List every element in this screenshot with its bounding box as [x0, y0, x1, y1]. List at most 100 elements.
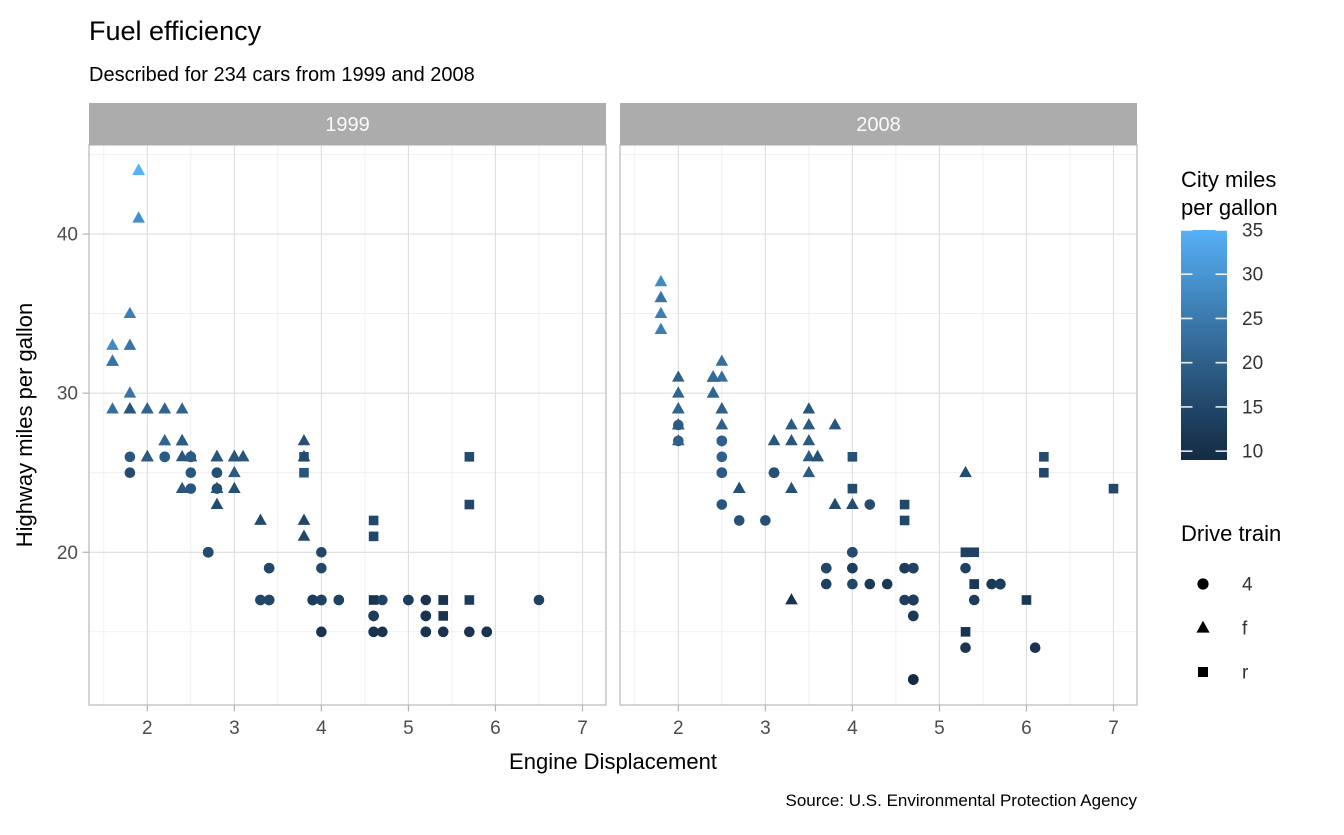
data-point [175, 402, 189, 414]
data-point [672, 418, 685, 430]
data-point [716, 451, 728, 463]
data-point [333, 594, 345, 606]
colorbar-tick-label: 30 [1242, 265, 1263, 286]
data-point [368, 610, 379, 622]
data-point [420, 626, 432, 638]
data-point [297, 434, 311, 446]
data-point [811, 449, 824, 462]
data-point [995, 578, 1006, 590]
data-point [202, 546, 214, 558]
data-point [210, 449, 224, 462]
data-point [672, 370, 685, 382]
data-point [768, 467, 780, 479]
y-tick-label: 20 [57, 543, 78, 564]
data-point [969, 579, 980, 589]
data-point [228, 465, 241, 478]
data-point [1108, 483, 1119, 494]
data-point [864, 578, 876, 590]
colorbar-title-line1: City miles [1181, 167, 1276, 192]
x-tick-label: 4 [316, 718, 327, 739]
x-tick-label: 7 [577, 718, 588, 739]
data-point [123, 402, 137, 414]
data-point [297, 449, 311, 462]
facet-panel-2008: 2 3 4 5 6 7 [619, 144, 1138, 739]
data-point [464, 626, 475, 638]
data-point [715, 402, 729, 414]
data-point [828, 418, 842, 430]
data-point [715, 370, 729, 382]
y-tick-label: 40 [57, 225, 78, 246]
data-point [733, 515, 745, 526]
data-point [847, 452, 858, 462]
data-point [158, 402, 172, 414]
data-point [847, 483, 858, 494]
x-axis-title: Engine Displacement [509, 749, 717, 774]
legend-key-square [1198, 667, 1208, 677]
data-point [1039, 452, 1049, 462]
data-point [715, 418, 729, 430]
data-point [316, 546, 327, 558]
data-point [706, 370, 720, 382]
data-point [847, 578, 858, 590]
data-point [316, 594, 327, 606]
x-tick-label: 3 [229, 718, 240, 739]
data-point [785, 434, 798, 446]
data-point [464, 499, 475, 510]
data-point [960, 642, 971, 654]
data-point [899, 515, 910, 526]
data-point [847, 562, 858, 574]
data-point [210, 481, 224, 494]
data-point [141, 449, 154, 462]
data-point [716, 435, 728, 447]
data-point [802, 418, 816, 430]
data-point [377, 594, 388, 606]
colorbar-tick-label: 25 [1242, 309, 1263, 330]
data-point [368, 595, 379, 605]
facet-panel-1999: 2 3 4 5 6 7 [88, 144, 607, 739]
x-tick-label: 6 [490, 718, 501, 739]
colorbar-gradient [1181, 230, 1227, 460]
data-point [316, 626, 327, 638]
data-point [210, 497, 224, 509]
data-point [802, 465, 816, 478]
data-point [802, 449, 816, 462]
data-point [464, 452, 475, 462]
data-point [123, 306, 137, 319]
data-point [820, 562, 832, 574]
data-point [185, 483, 197, 494]
colorbar-tick-label: 15 [1242, 397, 1263, 418]
data-point [403, 594, 414, 606]
data-point [960, 627, 971, 637]
data-point [158, 434, 172, 446]
data-point [236, 449, 250, 462]
data-point [368, 515, 379, 526]
y-axis-title: Highway miles per gallon [12, 303, 37, 548]
data-point [228, 449, 241, 462]
data-point [899, 562, 910, 574]
data-point [1021, 595, 1032, 605]
data-point [106, 338, 119, 350]
data-point [672, 386, 685, 398]
x-tick-label: 3 [760, 718, 771, 739]
data-point [654, 274, 668, 287]
data-point [785, 418, 798, 430]
data-point [716, 499, 728, 510]
data-point [123, 386, 137, 398]
colorbar-tick-label: 20 [1242, 353, 1263, 374]
legend-key-label: 4 [1242, 575, 1253, 596]
facet-strip-1999 [89, 103, 606, 145]
data-point [986, 578, 997, 590]
data-point [420, 610, 432, 622]
data-point [377, 626, 388, 638]
shape-legend-title: Drive train [1181, 521, 1281, 546]
data-point [263, 594, 275, 606]
data-point [175, 481, 189, 494]
data-point [316, 562, 327, 574]
facet-strip-2008 [620, 103, 1137, 145]
data-point [715, 354, 729, 366]
data-point [297, 513, 311, 525]
shape-legend-keys: 4 f r [1196, 575, 1253, 684]
data-point [846, 497, 859, 509]
data-point [254, 513, 267, 525]
